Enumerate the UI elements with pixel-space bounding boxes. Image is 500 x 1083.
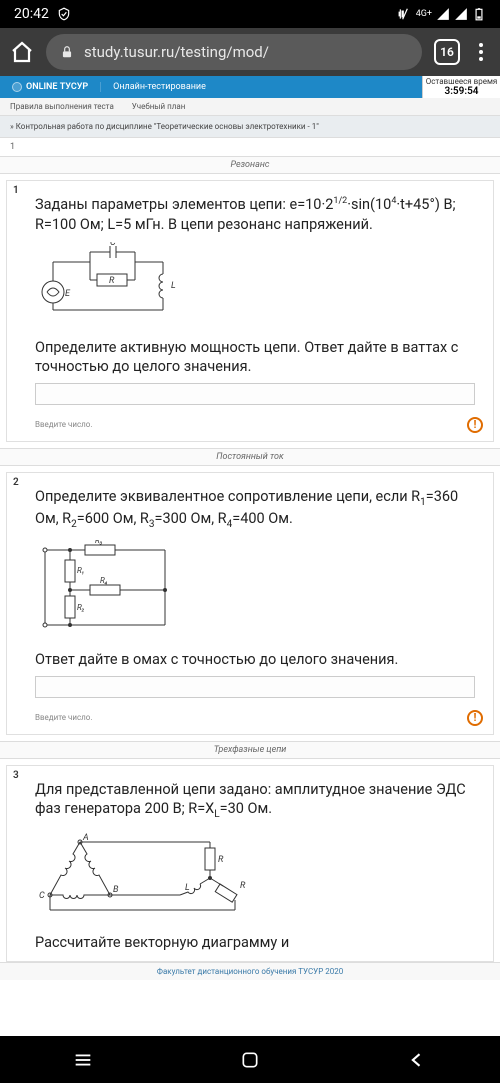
section-title-2-text: Постоянный ток	[216, 452, 283, 462]
signal-icon-2	[454, 7, 468, 21]
sub-nav: Правила выполнения теста Учебный план	[0, 98, 500, 116]
tab-count-value: 16	[440, 45, 454, 59]
site-brand[interactable]: ONLINE ТУСУР	[0, 82, 100, 92]
q2-number: 2	[13, 477, 19, 488]
breadcrumb: » Контрольная работа по дисциплине "Теор…	[0, 116, 500, 138]
svg-text:C: C	[110, 242, 116, 248]
svg-text:R₁: R₁	[77, 566, 85, 575]
svg-text:R₃: R₃	[95, 540, 103, 545]
q1-body: Заданы параметры элементов цепи: e=10·21…	[7, 181, 493, 413]
section-title-3: Трехфазные цепи	[0, 741, 500, 759]
signal-icon-1	[436, 7, 450, 21]
q1-answer-input[interactable]	[35, 383, 475, 405]
status-time: 20:42	[14, 6, 49, 22]
time-remaining: Оставшееся время 3:59:54	[422, 76, 500, 98]
brand-label: ONLINE ТУСУР	[26, 82, 88, 92]
menu-icon[interactable]	[472, 43, 490, 61]
q2-hint-row: Введите число. !	[7, 706, 493, 734]
svg-text:R₂: R₂	[77, 603, 85, 612]
warning-icon: !	[467, 417, 483, 433]
question-1: 1 Заданы параметры элементов цепи: e=10·…	[6, 180, 494, 442]
svg-text:R: R	[218, 855, 224, 865]
page-number-row: 1	[0, 138, 500, 156]
q3-number: 3	[13, 770, 19, 781]
brand-logo-icon	[12, 82, 22, 92]
tab-switcher[interactable]: 16	[434, 39, 460, 65]
q1-hint: Введите число.	[35, 420, 92, 429]
home-icon[interactable]	[10, 40, 34, 64]
warning-icon: !	[467, 710, 483, 726]
q3-text: Для представленной цепи задано: амплитуд…	[35, 781, 466, 818]
page-number: 1	[10, 142, 15, 152]
subnav-rules-link[interactable]: Правила выполнения теста	[10, 102, 114, 111]
svg-text:L: L	[185, 883, 190, 893]
q2-hint: Введите число.	[35, 713, 92, 722]
section-title-2: Постоянный ток	[0, 448, 500, 466]
q1-circuit-diagram: E R C L	[35, 242, 475, 328]
back-button[interactable]	[406, 1049, 428, 1071]
section-title-1-text: Резонанс	[231, 160, 270, 170]
q3-body: Для представленной цепи задано: амплитуд…	[7, 766, 493, 961]
q1-text: Заданы параметры элементов цепи: e=10·21…	[35, 196, 456, 233]
browser-toolbar: study.tusur.ru/testing/mod/ 16	[0, 28, 500, 76]
svg-text:R: R	[109, 276, 115, 286]
breadcrumb-text: » Контрольная работа по дисциплине "Теор…	[10, 122, 319, 131]
q2-body: Определите эквивалентное сопротивление ц…	[7, 473, 493, 706]
page-footer: Факультет дистанционного обучения ТУСУР …	[0, 962, 500, 980]
svg-text:E: E	[65, 289, 71, 299]
status-right: 4G+	[398, 7, 486, 21]
q3-circuit-diagram: A B C R R L	[35, 830, 475, 924]
url-text: study.tusur.ru/testing/mod/	[84, 43, 269, 61]
recent-apps-button[interactable]	[72, 1049, 94, 1071]
q2-task: Ответ дайте в омах с точностью до целого…	[35, 650, 475, 670]
q1-task: Определите активную мощность цепи. Ответ…	[35, 338, 475, 377]
android-status-bar: 20:42 4G+	[0, 0, 500, 28]
battery-icon	[472, 7, 486, 21]
q2-text: Определите эквивалентное сопротивление ц…	[35, 488, 458, 527]
svg-text:C: C	[39, 891, 45, 901]
shield-check-icon	[57, 7, 71, 21]
q2-circuit-diagram: R₃ R₁ R₄ R₂	[35, 540, 475, 641]
android-nav-bar	[0, 1036, 500, 1083]
page-content: ONLINE ТУСУР Онлайн-тестирование Оставше…	[0, 76, 500, 1036]
footer-text: Факультет дистанционного обучения ТУСУР …	[157, 967, 343, 976]
q1-hint-row: Введите число. !	[7, 413, 493, 441]
question-2: 2 Определите эквивалентное сопротивление…	[6, 472, 494, 735]
time-label: Оставшееся время	[426, 77, 498, 86]
network-label: 4G+	[416, 9, 432, 19]
lock-icon	[60, 45, 74, 59]
q3-task: Рассчитайте векторную диаграмму и	[35, 933, 475, 953]
q1-number: 1	[13, 185, 19, 196]
svg-text:L: L	[171, 281, 176, 291]
section-title-3-text: Трехфазные цепи	[214, 745, 287, 755]
home-button[interactable]	[239, 1049, 261, 1071]
svg-text:R: R	[240, 881, 246, 891]
header-tab-label: Онлайн-тестирование	[113, 82, 206, 92]
svg-text:A: A	[82, 833, 89, 843]
site-header-blue: ONLINE ТУСУР Онлайн-тестирование	[0, 76, 422, 98]
vibrate-icon	[398, 7, 412, 21]
svg-text:B: B	[113, 885, 119, 895]
status-left: 20:42	[14, 6, 71, 22]
site-header: ONLINE ТУСУР Онлайн-тестирование Оставше…	[0, 76, 500, 98]
header-tab-testing[interactable]: Онлайн-тестирование	[100, 82, 218, 92]
q2-answer-input[interactable]	[35, 676, 475, 698]
question-3: 3 Для представленной цепи задано: амплит…	[6, 765, 494, 962]
svg-text:R₄: R₄	[100, 576, 108, 585]
subnav-plan-link[interactable]: Учебный план	[132, 102, 186, 111]
time-value: 3:59:54	[444, 86, 478, 97]
section-title-1: Резонанс	[0, 156, 500, 174]
url-bar[interactable]: study.tusur.ru/testing/mod/	[46, 34, 422, 70]
